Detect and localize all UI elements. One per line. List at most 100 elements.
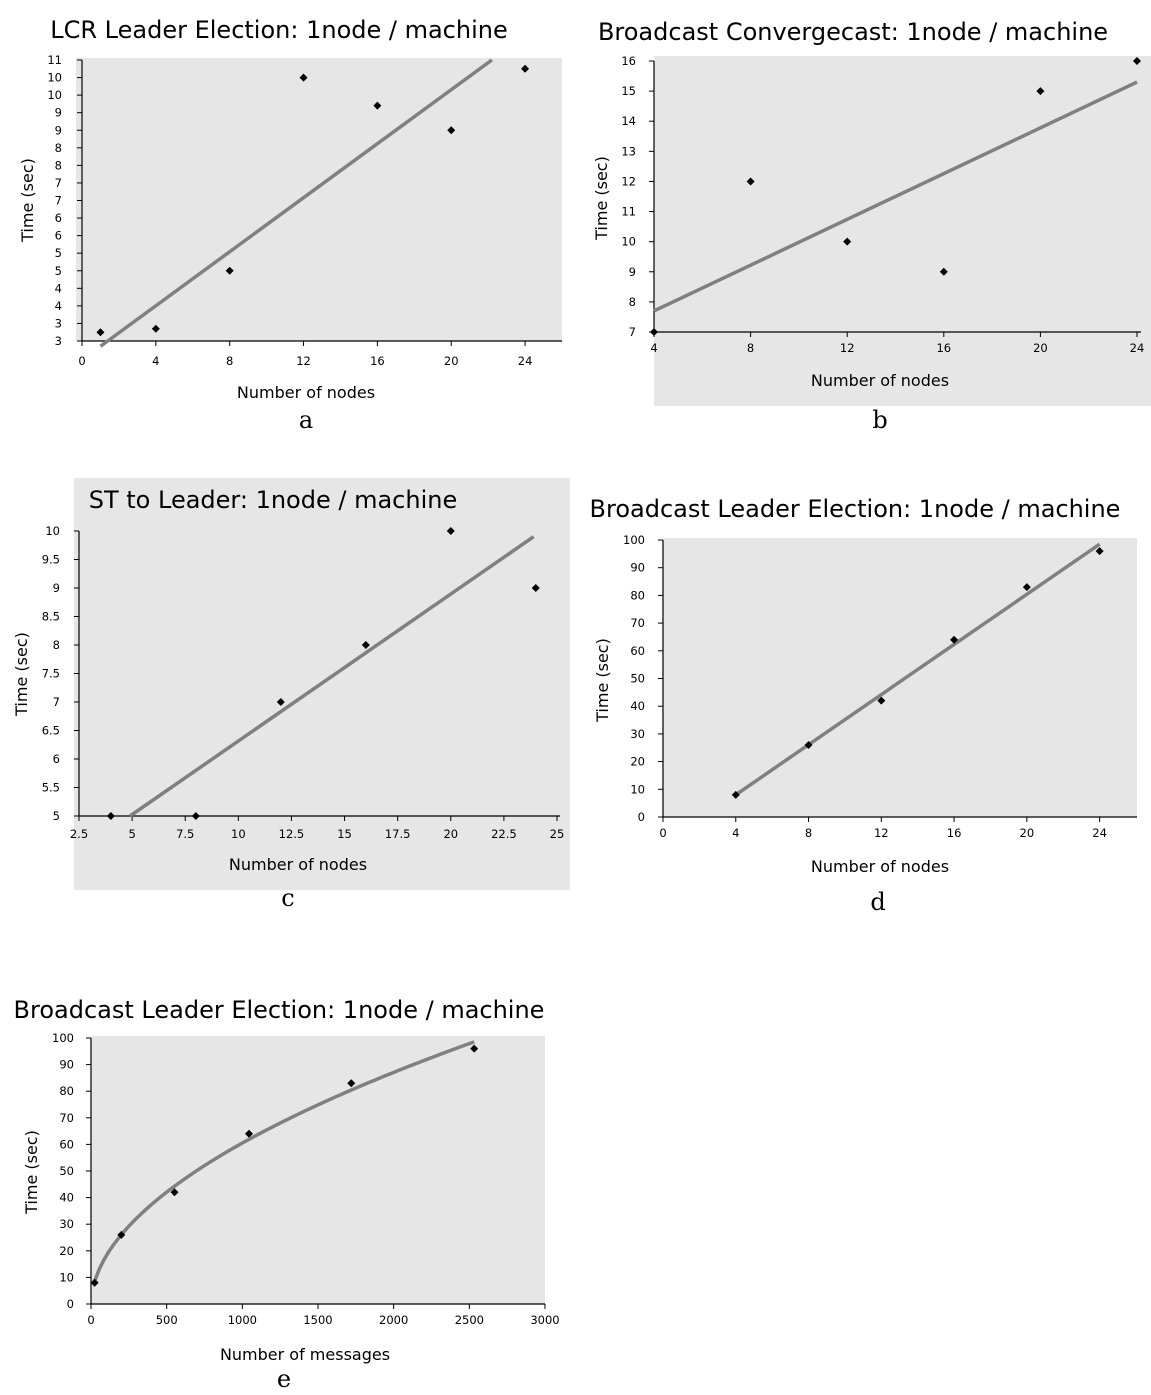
y-tick-label: 9	[53, 581, 60, 595]
x-tick-label: 20	[444, 354, 459, 368]
y-tick-label: 10	[47, 88, 62, 102]
y-axis-title: Time (sec)	[593, 638, 612, 723]
x-tick-label: 16	[947, 826, 962, 840]
y-tick-label: 6	[53, 752, 60, 766]
x-axis-title: Number of nodes	[811, 371, 949, 390]
data-point	[1095, 547, 1104, 556]
chart-title: Broadcast Leader Election: 1node / machi…	[14, 996, 545, 1024]
data-point	[225, 266, 234, 275]
chart-a: 3 3 4 4 5 5 6 6 7 7 8 8 9 9 10 10 11 0 4 8 12 16 20 24 LCR Leade…	[18, 16, 562, 434]
y-tick-label: 10	[59, 1270, 74, 1284]
y-axis-title: Time (sec)	[592, 156, 611, 241]
y-tick-label: 6	[55, 229, 62, 243]
plot-area	[654, 56, 1151, 406]
y-tick-label: 15	[621, 84, 636, 98]
y-tick-label: 20	[630, 755, 645, 769]
y-tick-label: 7	[629, 325, 636, 339]
y-tick-label: 100	[52, 1031, 74, 1045]
panel-label: a	[299, 406, 313, 434]
y-tick-label: 9	[55, 106, 62, 120]
x-tick-label: 1500	[303, 1313, 332, 1327]
chart-title: Broadcast Convergecast: 1node / machine	[598, 18, 1108, 46]
x-tick-label: 8	[747, 341, 754, 355]
data-point	[191, 812, 200, 820]
panel-label: b	[872, 406, 887, 434]
x-tick-label: 1000	[228, 1313, 257, 1327]
data-point	[843, 237, 852, 246]
x-tick-label: 12	[874, 826, 889, 840]
data-point	[1036, 87, 1045, 96]
y-tick-label: 90	[59, 1058, 74, 1072]
x-tick-label: 2.5	[70, 827, 88, 841]
x-tick-label: 24	[1092, 826, 1107, 840]
plot-area	[663, 538, 1137, 817]
data-point	[470, 1044, 479, 1053]
y-tick-label: 11	[621, 205, 636, 219]
x-tick-label: 16	[370, 354, 385, 368]
y-tick-label: 8.5	[42, 610, 60, 624]
y-tick-label: 14	[621, 114, 636, 128]
y-tick-label: 3	[55, 316, 62, 330]
x-tick-label: 0	[659, 826, 666, 840]
data-point	[244, 1129, 253, 1138]
panel-label: e	[277, 1365, 291, 1393]
data-point	[731, 790, 740, 799]
x-tick-label: 4	[650, 341, 657, 355]
chart-b: 7 8 9 10 11 12 13 14 15 16 4 8 12 16 20 24 Broadcast Con…	[592, 18, 1151, 434]
data-point	[276, 698, 285, 706]
y-tick-label: 5	[55, 246, 62, 260]
y-tick-label: 7.5	[42, 667, 60, 681]
x-tick-label: 20	[1033, 341, 1048, 355]
data-point	[746, 177, 755, 186]
data-point	[117, 1230, 126, 1239]
y-tick-label: 8	[55, 158, 62, 172]
data-point	[361, 641, 370, 649]
y-tick-label: 8	[629, 295, 636, 309]
x-tick-label: 16	[936, 341, 951, 355]
x-tick-label: 15	[337, 827, 352, 841]
trend-line	[734, 542, 1101, 797]
data-point	[950, 635, 959, 644]
plot-area	[76, 58, 562, 341]
y-tick-label: 70	[59, 1111, 74, 1125]
y-tick-label: 80	[630, 588, 645, 602]
y-tick-label: 5	[53, 809, 60, 823]
y-axis-title: Time (sec)	[22, 1130, 41, 1215]
y-tick-label: 40	[630, 699, 645, 713]
x-tick-label: 17.5	[385, 827, 411, 841]
data-point	[96, 328, 105, 337]
chart-title: ST to Leader: 1node / machine	[89, 486, 457, 514]
data-point	[347, 1079, 356, 1088]
x-axis-title: Number of nodes	[237, 383, 375, 402]
data-point	[299, 73, 308, 82]
trend-line	[99, 58, 493, 348]
trend-line	[128, 535, 535, 818]
x-tick-label: 500	[156, 1313, 178, 1327]
y-tick-label: 9	[55, 123, 62, 137]
y-tick-label: 90	[630, 561, 645, 575]
y-tick-label: 13	[621, 144, 636, 158]
data-point	[939, 267, 948, 276]
y-tick-label: 70	[630, 616, 645, 630]
y-tick-label: 100	[623, 533, 645, 547]
panel-label: d	[870, 888, 885, 916]
y-tick-label: 50	[59, 1164, 74, 1178]
y-tick-label: 6.5	[42, 724, 60, 738]
x-tick-label: 7.5	[176, 827, 194, 841]
data-point	[531, 584, 540, 592]
data-point	[373, 101, 382, 110]
y-tick-label: 50	[630, 672, 645, 686]
data-point	[151, 324, 160, 333]
x-tick-label: 2500	[455, 1313, 484, 1327]
data-point	[446, 527, 455, 535]
y-tick-label: 7	[53, 695, 60, 709]
y-tick-label: 10	[45, 524, 60, 538]
y-tick-label: 12	[621, 174, 636, 188]
y-tick-label: 60	[630, 644, 645, 658]
data-point	[650, 328, 658, 336]
y-axis-title: Time (sec)	[18, 158, 37, 243]
data-point	[90, 1278, 99, 1287]
x-tick-label: 12	[296, 354, 311, 368]
